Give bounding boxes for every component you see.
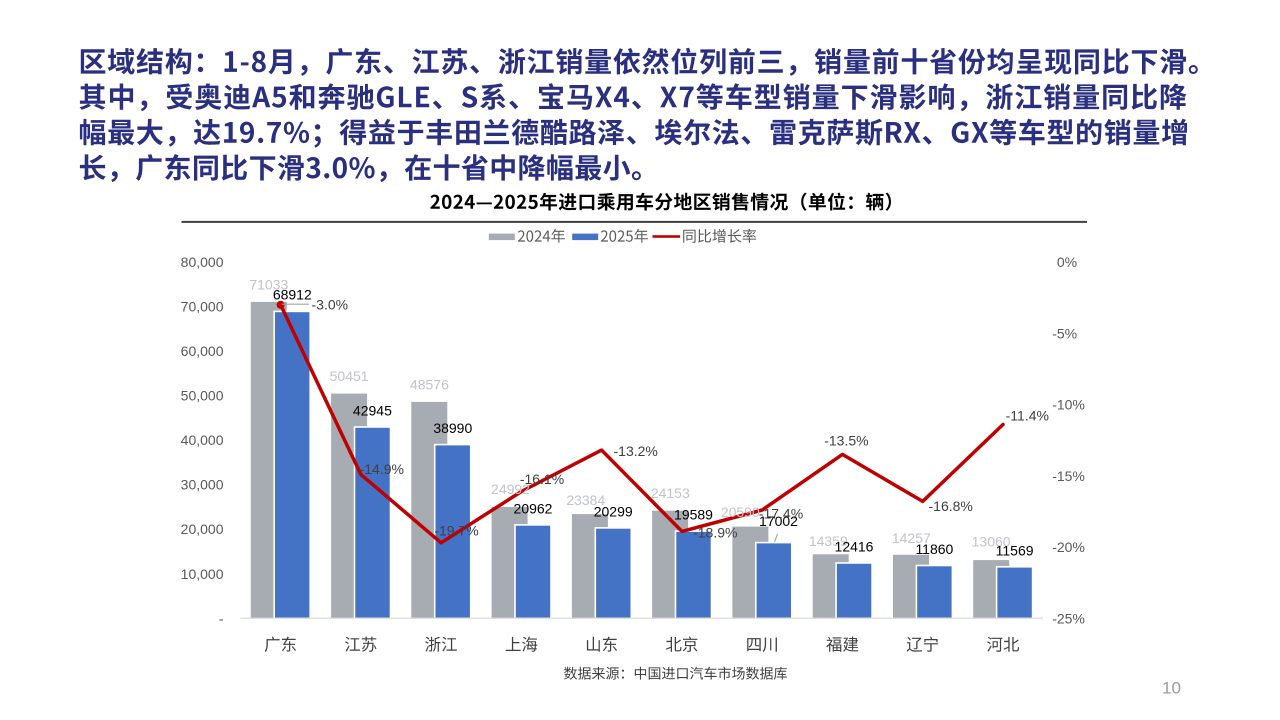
svg-text:-3.0%: -3.0% xyxy=(312,297,349,313)
svg-text:-10%: -10% xyxy=(1052,397,1085,413)
svg-text:-19.7%: -19.7% xyxy=(434,523,478,539)
svg-text:48576: 48576 xyxy=(410,377,449,393)
svg-text:10: 10 xyxy=(1162,679,1181,698)
svg-text:12416: 12416 xyxy=(835,539,874,555)
svg-text:23384: 23384 xyxy=(566,492,605,508)
svg-text:-25%: -25% xyxy=(1052,610,1085,626)
svg-text:71033: 71033 xyxy=(249,277,288,293)
svg-text:0%: 0% xyxy=(1057,254,1077,270)
svg-text:17002: 17002 xyxy=(759,513,798,529)
svg-text:80,000: 80,000 xyxy=(181,254,224,270)
svg-text:11569: 11569 xyxy=(996,542,1034,558)
svg-text:68912: 68912 xyxy=(273,287,312,303)
svg-text:-14.9%: -14.9% xyxy=(360,461,404,477)
svg-text:19589: 19589 xyxy=(674,507,713,523)
svg-text:20299: 20299 xyxy=(594,503,633,519)
svg-text:-16.1%: -16.1% xyxy=(520,471,564,487)
svg-text:38990: 38990 xyxy=(433,420,472,436)
svg-text:-15%: -15% xyxy=(1052,468,1085,484)
svg-text:14257: 14257 xyxy=(892,530,931,546)
svg-text:-: - xyxy=(219,610,224,626)
svg-text:20590: 20590 xyxy=(721,504,760,520)
svg-text:10,000: 10,000 xyxy=(181,566,224,582)
svg-text:42945: 42945 xyxy=(353,403,392,419)
svg-text:-5%: -5% xyxy=(1052,325,1077,341)
svg-text:-18.9%: -18.9% xyxy=(693,525,737,541)
svg-text:-13.2%: -13.2% xyxy=(614,443,658,459)
svg-text:-20%: -20% xyxy=(1052,539,1085,555)
svg-text:24992: 24992 xyxy=(491,481,530,497)
svg-text:14359: 14359 xyxy=(809,533,848,549)
svg-text:30,000: 30,000 xyxy=(181,477,224,493)
svg-text:-16.8%: -16.8% xyxy=(929,498,973,514)
svg-text:50,000: 50,000 xyxy=(181,388,224,404)
svg-text:-11.4%: -11.4% xyxy=(1006,408,1049,424)
svg-text:70,000: 70,000 xyxy=(181,299,224,315)
svg-text:50451: 50451 xyxy=(330,368,369,384)
svg-text:-13.5%: -13.5% xyxy=(824,433,868,449)
svg-text:60,000: 60,000 xyxy=(181,343,224,359)
svg-text:20962: 20962 xyxy=(514,500,553,516)
svg-text:13060: 13060 xyxy=(972,533,1011,549)
svg-text:40,000: 40,000 xyxy=(181,432,224,448)
svg-text:-17.4%: -17.4% xyxy=(759,506,803,522)
svg-text:11860: 11860 xyxy=(915,541,953,557)
svg-text:24153: 24153 xyxy=(651,485,690,501)
svg-text:20,000: 20,000 xyxy=(181,521,224,537)
